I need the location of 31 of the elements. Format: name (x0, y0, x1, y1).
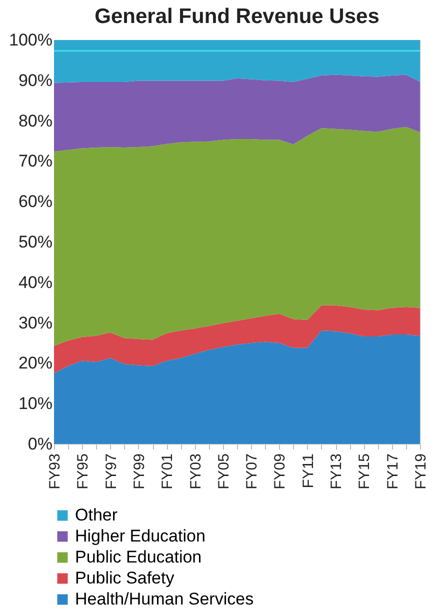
y-tick-label: 80% (18, 111, 52, 130)
x-tick-label: FY17 (384, 454, 402, 490)
legend-label: Other (75, 506, 118, 524)
x-tick-label: FY05 (215, 454, 232, 490)
y-tick-label: 70% (18, 152, 52, 171)
x-tick-label: FY95 (74, 454, 92, 490)
legend-label: Public Safety (75, 568, 175, 588)
x-tick-label: FY09 (272, 454, 289, 490)
y-tick-label: 30% (18, 313, 52, 332)
x-tick-label: FY97 (102, 454, 120, 490)
y-tick-label: 40% (18, 272, 52, 292)
legend-label: Higher Education (75, 526, 206, 546)
x-tick-label: FY01 (159, 454, 176, 490)
y-tick-label: 60% (18, 192, 52, 212)
legend-label: Health/Human Services (75, 590, 254, 608)
y-tick-label: 50% (18, 232, 52, 252)
x-tick-label: FY19 (412, 454, 430, 490)
legend-label: Public Education (75, 548, 202, 566)
y-tick-label: 0% (28, 434, 52, 454)
y-tick-label: 100% (9, 30, 52, 50)
y-tick-label: 10% (18, 394, 52, 414)
x-tick-label: FY15 (356, 454, 374, 490)
x-tick-label: FY11 (300, 454, 317, 488)
x-tick-label: FY13 (328, 454, 346, 490)
x-tick-label: FY93 (46, 454, 64, 490)
x-tick-label: FY07 (244, 454, 261, 490)
x-tick-label: FY99 (130, 454, 148, 490)
x-tick-label: FY03 (187, 454, 204, 490)
y-tick-label: 20% (18, 354, 52, 373)
y-tick-label: 90% (18, 70, 52, 90)
chart-title: General Fund Revenue Uses (94, 5, 380, 28)
